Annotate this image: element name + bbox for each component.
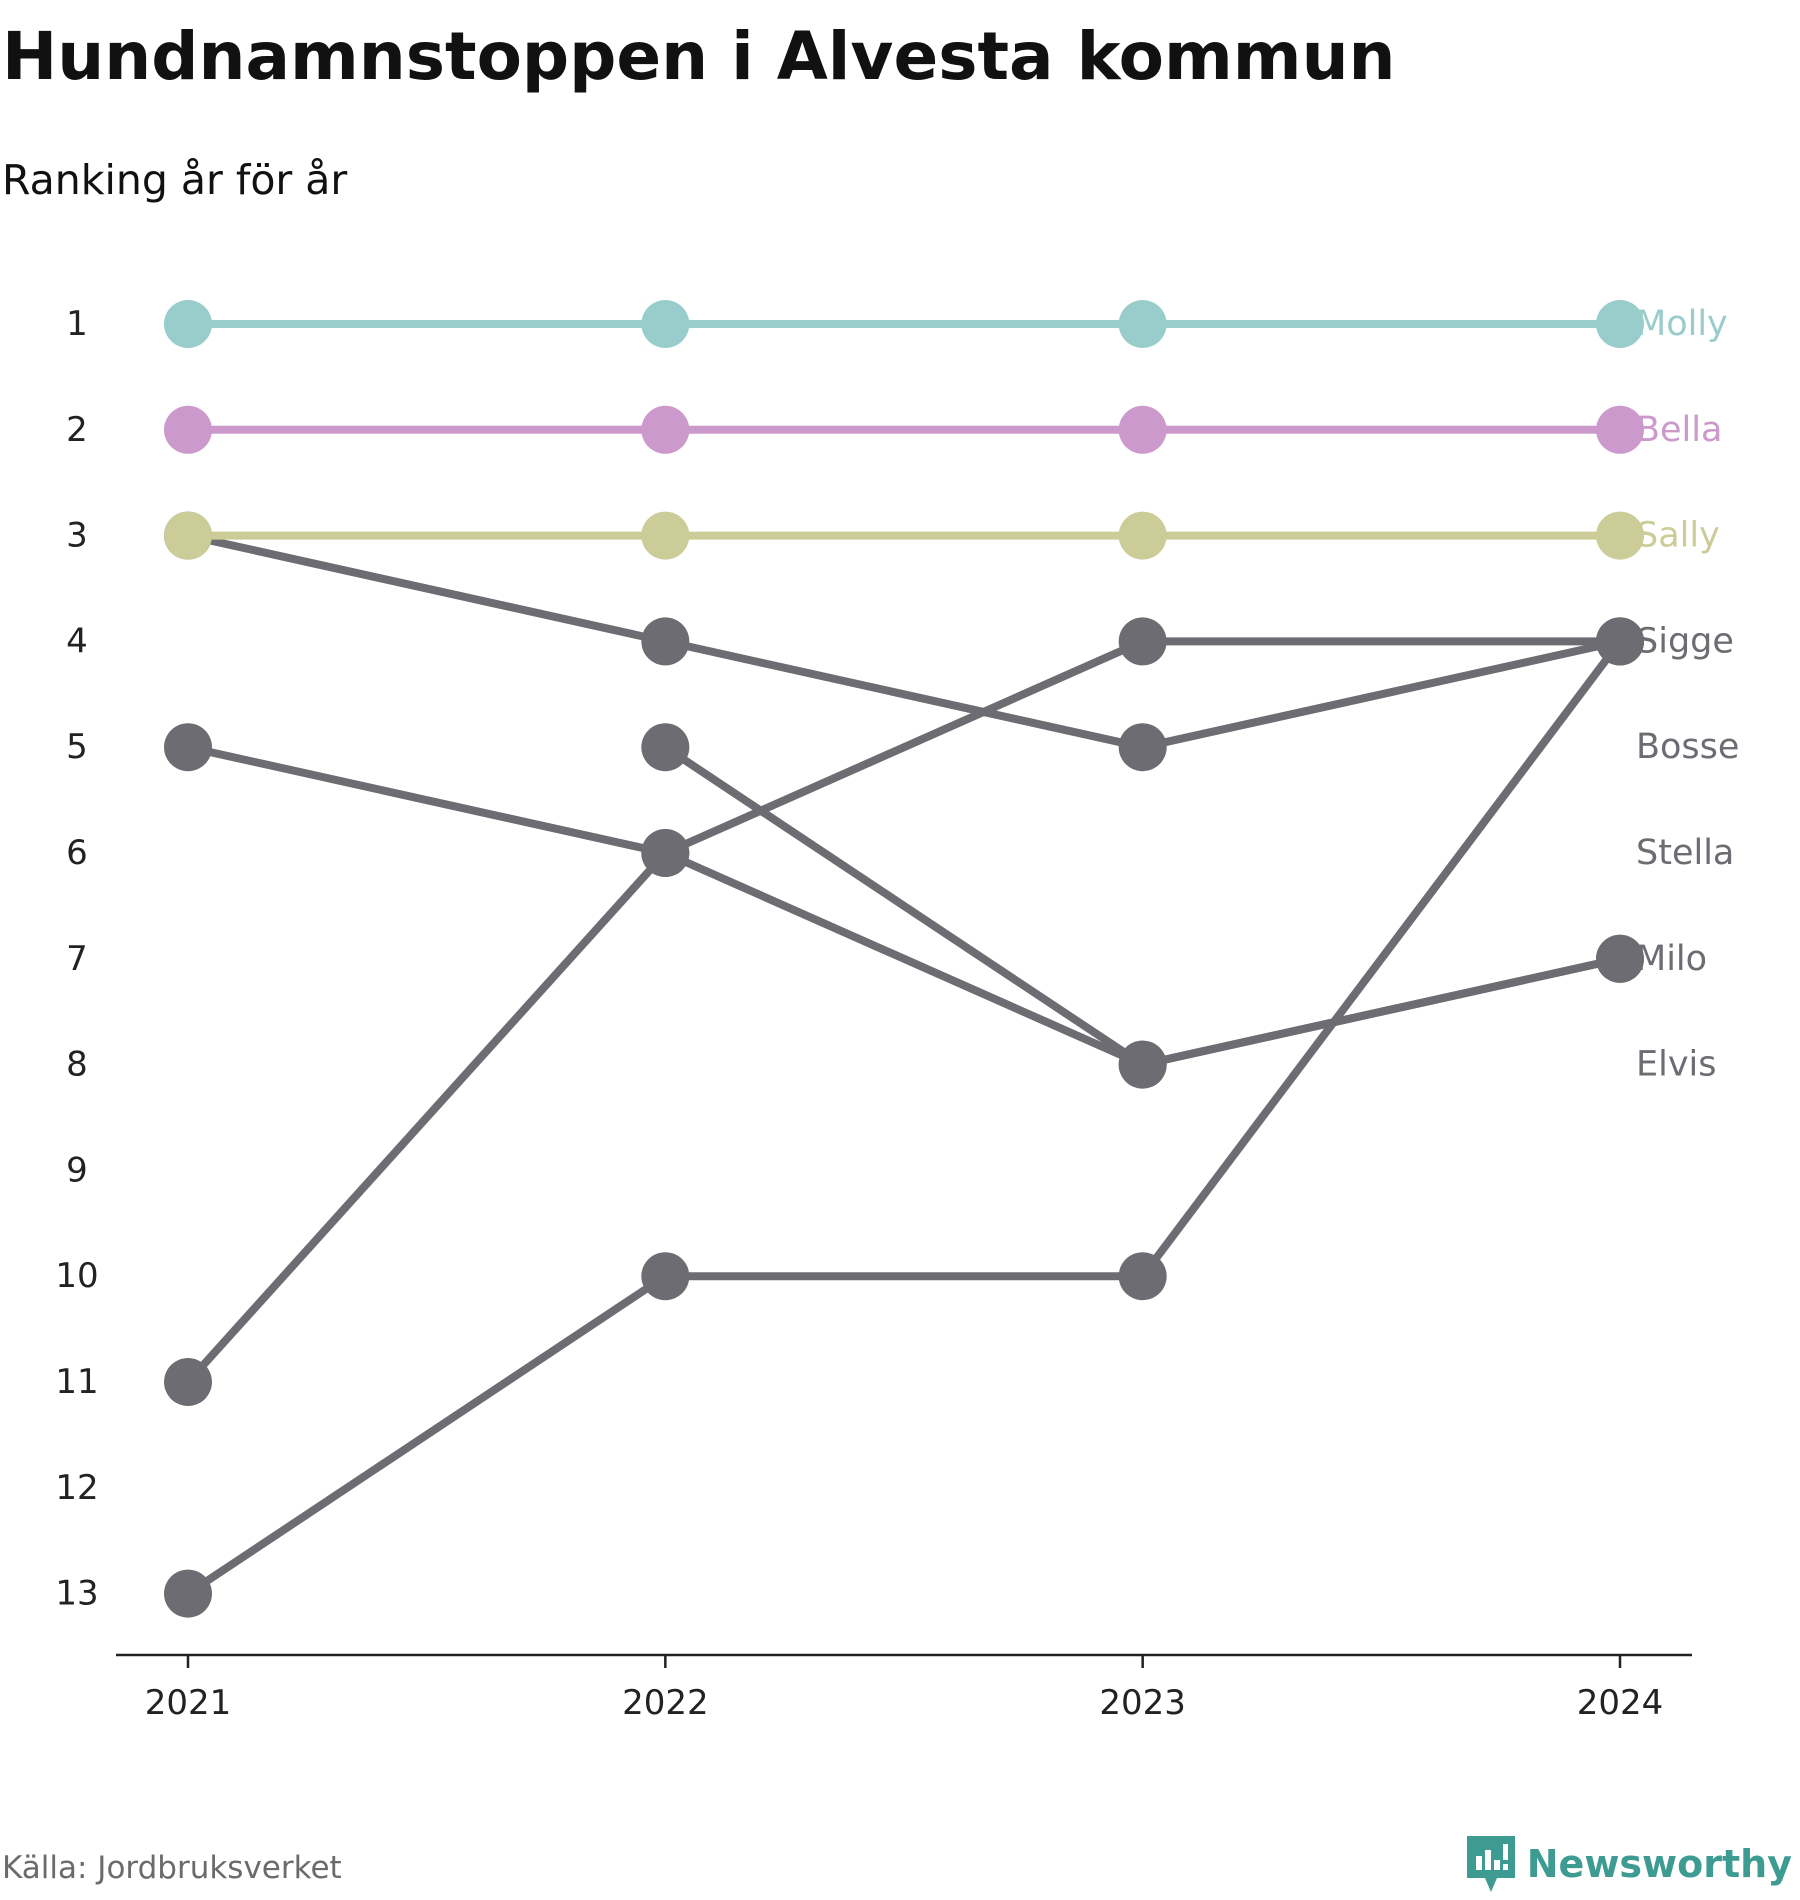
y-tick-label-6: 6 [66, 833, 88, 873]
x-axis: 2021 2022 2023 2024 [116, 1653, 1692, 1723]
series-lines [184, 320, 1624, 1598]
point-sigge-2022 [641, 617, 690, 666]
point-bella-2024 [1596, 405, 1644, 454]
point-sally-2023 [1118, 511, 1167, 560]
series-line-bosse [184, 637, 1624, 1386]
point-stella-2021 [164, 1569, 212, 1618]
point-stella-2024 [1596, 617, 1644, 666]
brand-name: Newsworthy [1526, 1842, 1792, 1886]
y-tick-label-12: 12 [55, 1468, 98, 1508]
point-bosse-2023 [1118, 617, 1167, 666]
point-molly-2021 [164, 300, 212, 348]
point-stella-2022 [641, 1252, 690, 1301]
point-milo-2021 [164, 723, 212, 772]
series-label-bosse: Bosse [1636, 727, 1739, 767]
brand: Newsworthy [1466, 1836, 1792, 1892]
y-tick-label-2: 2 [66, 410, 88, 450]
point-stella-2023 [1118, 1252, 1167, 1301]
x-tick-label-2024: 2024 [1577, 1683, 1664, 1723]
series-label-stella: Stella [1636, 833, 1734, 873]
chart-subtitle: Ranking år för år [2, 156, 348, 204]
point-sally-2024 [1596, 511, 1644, 560]
series-points [164, 300, 1644, 1618]
series-label-molly: Molly [1636, 304, 1728, 344]
point-elvis-2023 [1118, 1040, 1167, 1089]
newsworthy-logo-icon [1466, 1836, 1515, 1892]
series-line-sigge [184, 531, 1624, 752]
point-bella-2022 [641, 405, 690, 454]
point-molly-2024 [1596, 300, 1644, 348]
point-bella-2021 [164, 405, 212, 454]
y-tick-label-1: 1 [66, 304, 88, 344]
point-milo-2022 [641, 829, 690, 877]
y-tick-label-13: 13 [55, 1574, 98, 1614]
series-line-stella [184, 637, 1624, 1598]
y-tick-label-9: 9 [66, 1150, 88, 1190]
x-tick-label-2022: 2022 [622, 1683, 709, 1723]
series-label-milo: Milo [1636, 939, 1707, 979]
y-tick-label-4: 4 [66, 621, 88, 661]
series-label-elvis: Elvis [1636, 1045, 1717, 1085]
series-line-elvis [661, 743, 1624, 1069]
y-tick-label-10: 10 [55, 1256, 98, 1296]
y-tick-label-8: 8 [66, 1045, 88, 1085]
point-elvis-2022 [641, 723, 690, 772]
point-bella-2023 [1118, 405, 1167, 454]
point-sally-2022 [641, 511, 690, 560]
point-bosse-2021 [164, 1358, 212, 1406]
chart-title: Hundnamnstoppen i Alvesta kommun [2, 18, 1396, 95]
series-labels: Molly Bella Sally Sigge Bosse Stella Milo Elvis [1636, 304, 1739, 1085]
y-tick-label-7: 7 [66, 939, 88, 979]
x-tick-label-2021: 2021 [145, 1683, 232, 1723]
series-label-sally: Sally [1636, 516, 1720, 556]
x-tick-label-2023: 2023 [1099, 1683, 1186, 1723]
series-label-bella: Bella [1636, 410, 1722, 450]
point-sally-2021 [164, 511, 212, 560]
point-sigge-2023 [1118, 723, 1167, 772]
y-tick-label-5: 5 [66, 727, 88, 767]
y-tick-label-3: 3 [66, 516, 88, 556]
point-molly-2023 [1118, 300, 1167, 348]
y-tick-label-11: 11 [55, 1362, 98, 1402]
source-note: Källa: Jordbruksverket [2, 1850, 342, 1886]
series-label-sigge: Sigge [1636, 621, 1734, 661]
point-molly-2022 [641, 300, 690, 348]
point-elvis-2024 [1596, 934, 1644, 983]
